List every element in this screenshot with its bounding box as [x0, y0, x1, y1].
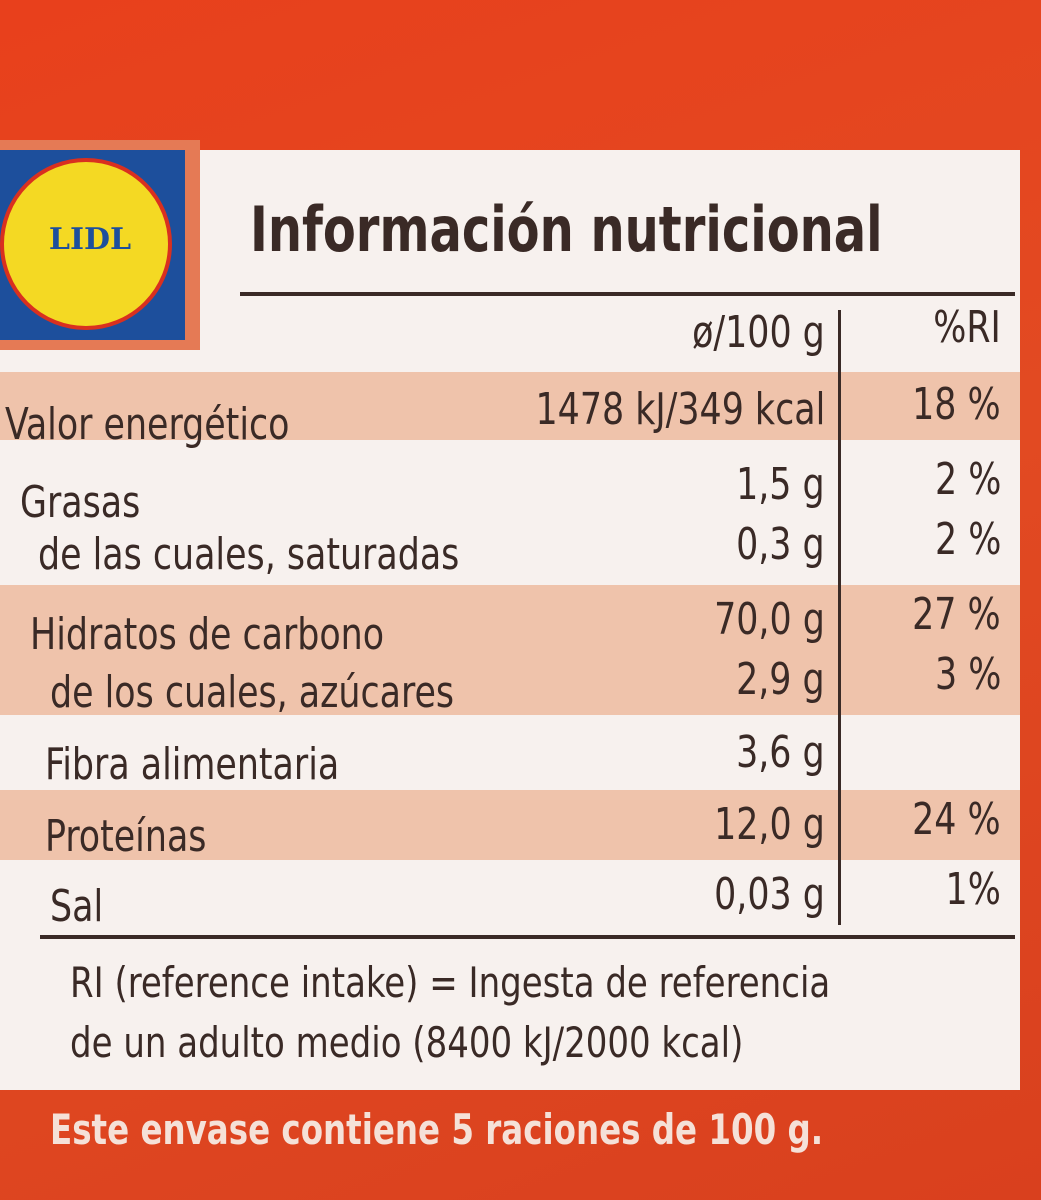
row-ri: 2 % [934, 454, 1001, 505]
row-label: Proteínas [45, 811, 207, 862]
row-ri: 18 % [912, 379, 1001, 430]
row-ri: 2 % [934, 514, 1001, 565]
title: Información nutricional [250, 193, 883, 266]
row-value: 3,6 g [736, 727, 825, 778]
row-value: 0,03 g [714, 869, 825, 920]
row-label: de las cuales, saturadas [38, 529, 460, 580]
servings-note: Este envase contiene 5 raciones de 100 g… [50, 1105, 824, 1154]
row-label: Sal [50, 881, 104, 932]
logo-text: LIDL [48, 222, 132, 257]
footnote-line: RI (reference intake) = Ingesta de refer… [70, 958, 831, 1007]
row-ri: 24 % [912, 794, 1001, 845]
row-label: Fibra alimentaria [45, 739, 340, 790]
row-value: 70,0 g [714, 594, 825, 645]
row-shade [0, 372, 1020, 440]
row-value: 1478 kJ/349 kcal [535, 384, 825, 435]
row-label: Valor energético [5, 399, 290, 450]
header-per-100g: ø/100 g [692, 307, 825, 358]
row-ri: 1% [945, 864, 1001, 915]
row-value: 0,3 g [736, 519, 825, 570]
row-ri: 3 % [934, 649, 1001, 700]
footnote-line: de un adulto medio (8400 kJ/2000 kcal) [70, 1018, 744, 1067]
row-shade [0, 790, 1020, 860]
column-rule [838, 310, 841, 925]
row-label: de los cuales, azúcares [50, 667, 455, 718]
logo-circle [0, 158, 172, 330]
footnote-rule [40, 935, 1015, 939]
row-value: 1,5 g [736, 459, 825, 510]
row-label: Hidratos de carbono [30, 609, 385, 660]
row-ri: 27 % [912, 589, 1001, 640]
row-label: Grasas [20, 477, 141, 528]
row-value: 12,0 g [714, 799, 825, 850]
title-rule [240, 292, 1015, 296]
row-value: 2,9 g [736, 654, 825, 705]
header-ri: %RI [933, 302, 1001, 353]
row-shade [0, 585, 1020, 715]
